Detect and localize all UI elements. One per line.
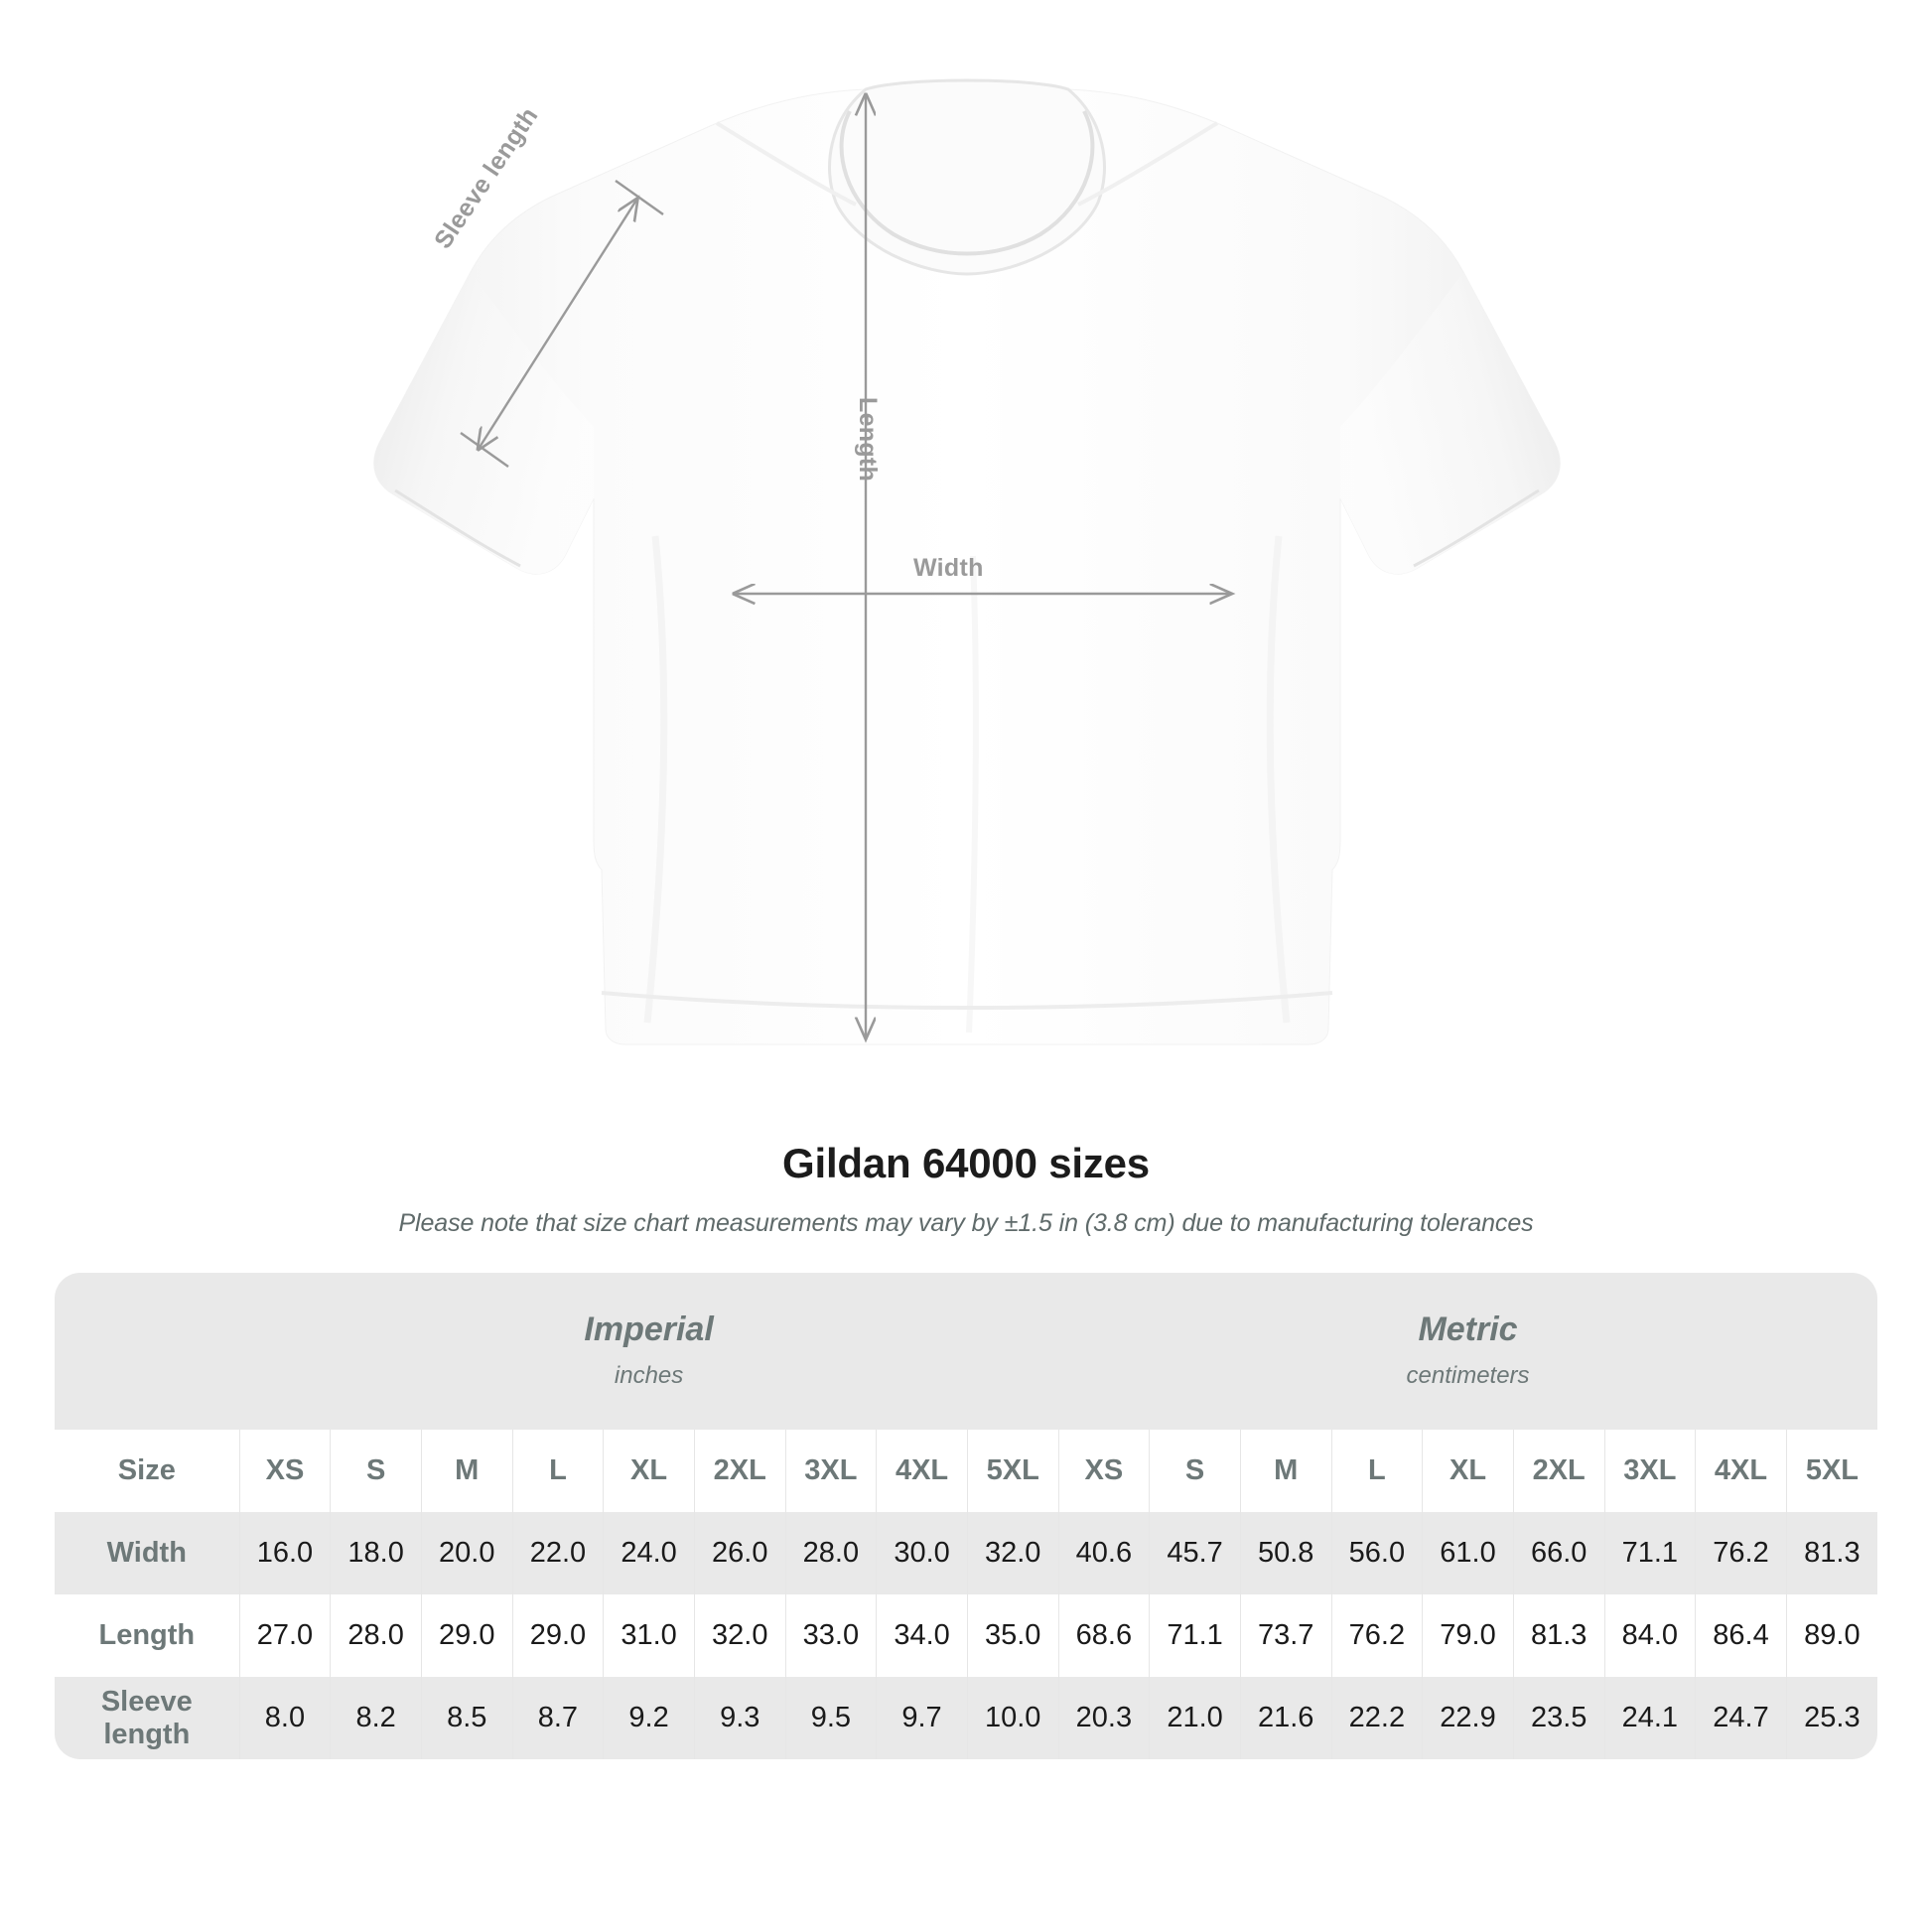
cell-width-imperial-l: 22.0 [511,1512,604,1594]
cell-size-metric-l: L [1330,1430,1423,1512]
cell-size-metric-4xl: 4XL [1695,1430,1787,1512]
row-label-width: Width [55,1512,240,1594]
cell-width-imperial-xl: 24.0 [603,1512,695,1594]
table-row-sleeve-length: Sleeve length 8.0 8.2 8.5 8.7 9.2 9.3 9.… [55,1677,1877,1759]
cell-length-metric-3xl: 84.0 [1603,1594,1696,1677]
cell-length-imperial-s: 28.0 [330,1594,422,1677]
cell-length-imperial-m: 29.0 [420,1594,513,1677]
row-label-length: Length [55,1594,240,1677]
cell-length-imperial-4xl: 34.0 [876,1594,968,1677]
cell-size-metric-xs: XS [1057,1430,1150,1512]
cell-size-imperial-2xl: 2XL [693,1430,786,1512]
cell-width-metric-5xl: 81.3 [1785,1512,1877,1594]
cell-width-metric-4xl: 76.2 [1695,1512,1787,1594]
tolerance-note: Please note that size chart measurements… [398,1209,1534,1237]
cell-sleeve-metric-4xl: 24.7 [1695,1677,1787,1759]
cell-sleeve-metric-xs: 20.3 [1057,1677,1150,1759]
cell-length-imperial-xs: 27.0 [238,1594,331,1677]
cell-length-imperial-l: 29.0 [511,1594,604,1677]
row-label-sleeve-length: Sleeve length [55,1677,240,1759]
cell-size-imperial-xl: XL [603,1430,695,1512]
cell-length-metric-l: 76.2 [1330,1594,1423,1677]
cell-sleeve-imperial-l: 8.7 [511,1677,604,1759]
table-row-length: Length 27.0 28.0 29.0 29.0 31.0 32.0 33.… [55,1594,1877,1677]
cell-length-metric-4xl: 86.4 [1695,1594,1787,1677]
cell-width-imperial-2xl: 26.0 [693,1512,786,1594]
cell-sleeve-metric-l: 22.2 [1330,1677,1423,1759]
table-row-width: Width 16.0 18.0 20.0 22.0 24.0 26.0 28.0… [55,1512,1877,1594]
tshirt-diagram: Sleeve length Length Width [373,78,1561,1045]
cell-size-imperial-s: S [330,1430,422,1512]
cell-sleeve-metric-s: 21.0 [1149,1677,1241,1759]
unit-group-metric-name: Metric [1418,1311,1518,1349]
cell-length-imperial-xl: 31.0 [603,1594,695,1677]
cell-size-imperial-m: M [420,1430,513,1512]
cell-width-metric-m: 50.8 [1239,1512,1332,1594]
size-chart-table: Imperial inches Metric centimeters Size … [55,1273,1877,1759]
cell-width-imperial-m: 20.0 [420,1512,513,1594]
cell-length-metric-s: 71.1 [1149,1594,1241,1677]
cell-width-metric-s: 45.7 [1149,1512,1241,1594]
cell-length-imperial-5xl: 35.0 [966,1594,1059,1677]
cell-sleeve-imperial-xl: 9.2 [603,1677,695,1759]
cell-size-metric-5xl: 5XL [1785,1430,1877,1512]
cell-sleeve-imperial-4xl: 9.7 [876,1677,968,1759]
unit-group-imperial: Imperial inches [239,1273,1059,1430]
cell-size-imperial-3xl: 3XL [784,1430,877,1512]
cell-width-metric-2xl: 66.0 [1512,1512,1604,1594]
sleeve-length-dimension-arrow [460,180,664,468]
cell-size-imperial-5xl: 5XL [966,1430,1059,1512]
title-block: Gildan 64000 sizes Please note that size… [0,1140,1932,1238]
cell-sleeve-metric-2xl: 23.5 [1512,1677,1604,1759]
cell-sleeve-metric-m: 21.6 [1239,1677,1332,1759]
unit-group-imperial-name: Imperial [584,1311,714,1349]
cell-sleeve-imperial-s: 8.2 [330,1677,422,1759]
cell-width-metric-xs: 40.6 [1057,1512,1150,1594]
cell-sleeve-imperial-3xl: 9.5 [784,1677,877,1759]
unit-group-metric-unit: centimeters [1406,1361,1530,1389]
cell-width-imperial-4xl: 30.0 [876,1512,968,1594]
unit-header-row: Imperial inches Metric centimeters [55,1273,1877,1430]
cell-sleeve-imperial-2xl: 9.3 [693,1677,786,1759]
unit-group-metric: Metric centimeters [1058,1273,1877,1430]
cell-size-imperial-xs: XS [238,1430,331,1512]
cell-length-metric-m: 73.7 [1239,1594,1332,1677]
cell-sleeve-imperial-5xl: 10.0 [966,1677,1059,1759]
cell-sleeve-imperial-m: 8.5 [420,1677,513,1759]
cell-sleeve-metric-3xl: 24.1 [1603,1677,1696,1759]
page-title: Gildan 64000 sizes [782,1140,1150,1186]
table-row-size: Size XS S M L XL 2XL 3XL 4XL 5XL XS S M … [55,1430,1877,1512]
cell-sleeve-imperial-xs: 8.0 [238,1677,331,1759]
size-chart-table-panel: Imperial inches Metric centimeters Size … [55,1273,1877,1759]
width-label: Width [913,554,984,582]
cell-width-imperial-5xl: 32.0 [966,1512,1059,1594]
shirt-silhouette [373,78,1561,1045]
cell-size-imperial-l: L [511,1430,604,1512]
length-label: Length [854,397,882,483]
cell-size-metric-3xl: 3XL [1603,1430,1696,1512]
cell-size-metric-2xl: 2XL [1512,1430,1604,1512]
cell-size-metric-xl: XL [1422,1430,1514,1512]
cell-sleeve-metric-xl: 22.9 [1422,1677,1514,1759]
cell-length-metric-xs: 68.6 [1057,1594,1150,1677]
cell-width-imperial-s: 18.0 [330,1512,422,1594]
cell-size-imperial-4xl: 4XL [876,1430,968,1512]
cell-length-imperial-3xl: 33.0 [784,1594,877,1677]
cell-length-metric-5xl: 89.0 [1785,1594,1877,1677]
unit-group-imperial-unit: inches [614,1361,684,1389]
cell-width-imperial-3xl: 28.0 [784,1512,877,1594]
cell-width-metric-xl: 61.0 [1422,1512,1514,1594]
cell-length-metric-2xl: 81.3 [1512,1594,1604,1677]
cell-sleeve-metric-5xl: 25.3 [1785,1677,1877,1759]
cell-size-metric-m: M [1239,1430,1332,1512]
unit-header-spacer [55,1273,240,1430]
cell-size-metric-s: S [1149,1430,1241,1512]
cell-width-metric-l: 56.0 [1330,1512,1423,1594]
cell-width-imperial-xs: 16.0 [238,1512,331,1594]
row-label-size: Size [55,1430,240,1512]
cell-length-metric-xl: 79.0 [1422,1594,1514,1677]
cell-width-metric-3xl: 71.1 [1603,1512,1696,1594]
cell-length-imperial-2xl: 32.0 [693,1594,786,1677]
tshirt-illustration [373,78,1561,1045]
